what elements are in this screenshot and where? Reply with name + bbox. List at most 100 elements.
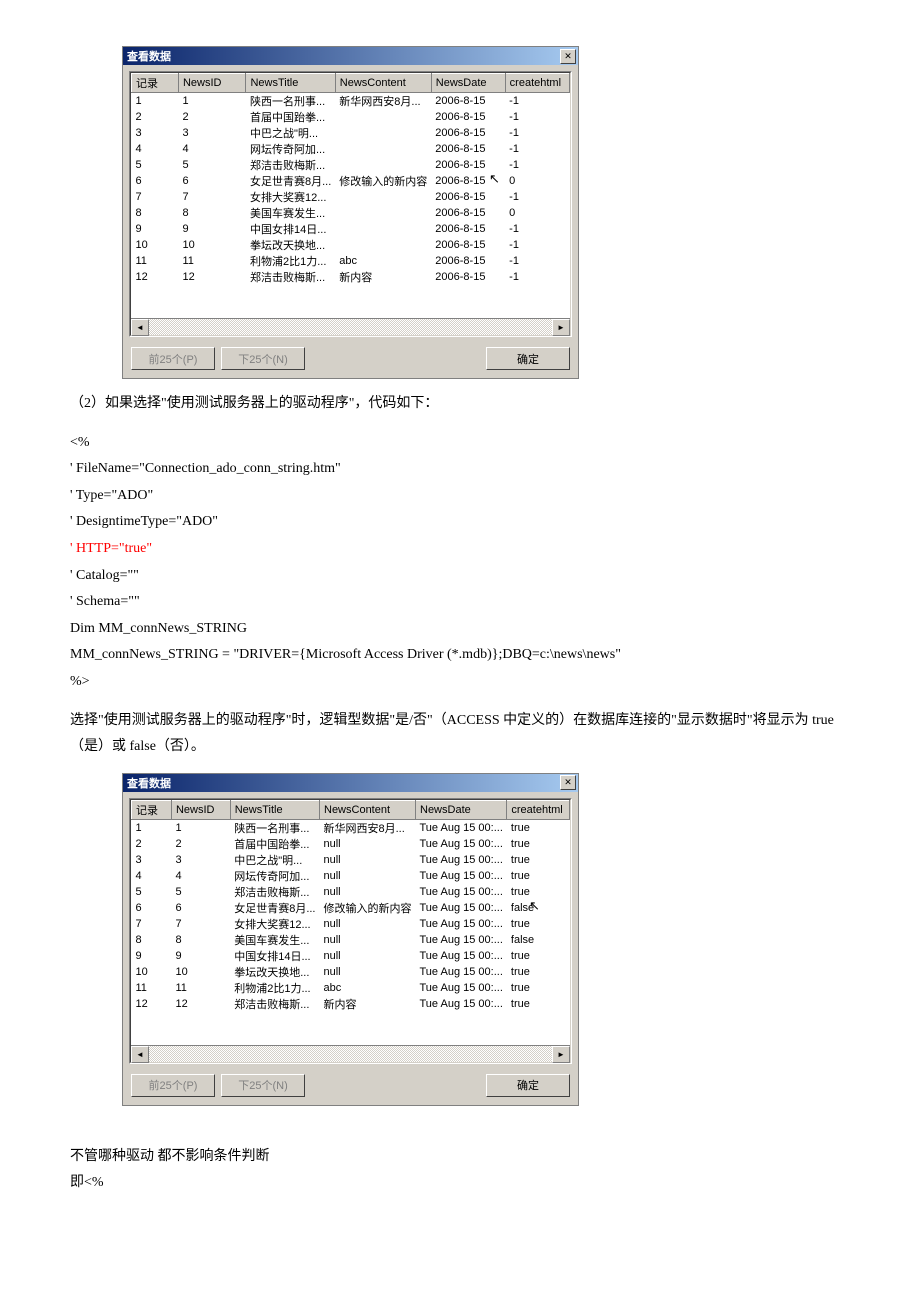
table-cell: 3 (171, 852, 230, 868)
table-cell: -1 (505, 141, 569, 157)
table-row: 66女足世青赛8月...修改输入的新内容Tue Aug 15 00:...fal… (132, 900, 570, 916)
table-cell: 8 (132, 205, 179, 221)
table-cell: 女排大奖赛12... (230, 916, 319, 932)
table-cell: 网坛传奇阿加... (246, 141, 335, 157)
table-cell: true (507, 948, 570, 964)
column-header[interactable]: createhtml (507, 800, 570, 819)
table-cell: 2006-8-15 (431, 109, 505, 125)
code-line: %> (70, 669, 850, 696)
code-line: ' FileName="Connection_ado_conn_string.h… (70, 456, 850, 483)
column-header[interactable]: NewsDate (431, 74, 505, 93)
scroll-right-icon[interactable]: ► (552, 1046, 570, 1063)
column-header[interactable]: NewsID (178, 74, 246, 93)
table-cell: 1 (178, 93, 246, 110)
table-cell: 9 (132, 948, 172, 964)
table-cell: 网坛传奇阿加... (230, 868, 319, 884)
code-line: Dim MM_connNews_STRING (70, 616, 850, 643)
table-cell: 2006-8-15 (431, 253, 505, 269)
table-row: 55郑洁击败梅斯...2006-8-15-1 (132, 157, 570, 173)
table-cell: 郑洁击败梅斯... (246, 157, 335, 173)
table-row: 88美国车赛发生...nullTue Aug 15 00:...false (132, 932, 570, 948)
table-cell: 9 (171, 948, 230, 964)
table-cell: true (507, 868, 570, 884)
close-icon[interactable]: ✕ (560, 49, 576, 64)
table-cell: 4 (132, 868, 172, 884)
table-row: 55郑洁击败梅斯...nullTue Aug 15 00:...true (132, 884, 570, 900)
table-cell: 2006-8-15 (431, 141, 505, 157)
table-cell: null (320, 932, 416, 948)
column-header[interactable]: createhtml (505, 74, 569, 93)
table-cell: 新华网西安8月... (320, 819, 416, 836)
column-header[interactable]: 记录 (132, 800, 172, 819)
table-cell (335, 221, 431, 237)
table-cell (335, 189, 431, 205)
table-cell: true (507, 996, 570, 1012)
table-cell: -1 (505, 157, 569, 173)
scroll-left-icon[interactable]: ◄ (131, 319, 149, 336)
table-cell: Tue Aug 15 00:... (416, 948, 507, 964)
table-cell: null (320, 948, 416, 964)
table-cell: null (320, 884, 416, 900)
table-body: 记录NewsIDNewsTitleNewsContentNewsDatecrea… (131, 73, 570, 318)
table-cell: 3 (132, 125, 179, 141)
table-cell: Tue Aug 15 00:... (416, 916, 507, 932)
table-row: 1010拳坛改天换地...nullTue Aug 15 00:...true (132, 964, 570, 980)
table-cell: 2006-8-15 (431, 157, 505, 173)
table-cell: 2006-8-15 (431, 237, 505, 253)
table-cell: 0 (505, 173, 569, 189)
table-cell: 8 (132, 932, 172, 948)
table-cell: 11 (132, 980, 172, 996)
table-cell (335, 205, 431, 221)
table-cell: null (320, 836, 416, 852)
table-cell: 女排大奖赛12... (246, 189, 335, 205)
table-cell: 2 (132, 109, 179, 125)
table-cell: 拳坛改天换地... (230, 964, 319, 980)
scroll-right-icon[interactable]: ► (552, 319, 570, 336)
table-cell: 12 (132, 996, 172, 1012)
scrollbar-horizontal[interactable]: ◄ ► (131, 1045, 570, 1062)
column-header[interactable]: NewsTitle (230, 800, 319, 819)
scroll-track[interactable] (149, 1046, 552, 1062)
table-row: 77女排大奖赛12...nullTue Aug 15 00:...true (132, 916, 570, 932)
column-header[interactable]: NewsID (171, 800, 230, 819)
scroll-track[interactable] (149, 319, 552, 335)
table-cell: null (320, 868, 416, 884)
table-row: 22首届中国跆拳...2006-8-15-1 (132, 109, 570, 125)
column-header[interactable]: NewsDate (416, 800, 507, 819)
table-cell: 11 (178, 253, 246, 269)
scrollbar-horizontal[interactable]: ◄ ► (131, 318, 570, 335)
ok-button[interactable]: 确定 (486, 1074, 570, 1097)
paragraph: （2）如果选择"使用测试服务器上的驱动程序"，代码如下： (70, 391, 850, 418)
table-cell: 2006-8-15 (431, 125, 505, 141)
scroll-left-icon[interactable]: ◄ (131, 1046, 149, 1063)
close-icon[interactable]: ✕ (560, 775, 576, 790)
column-header[interactable]: NewsContent (335, 74, 431, 93)
table-row: 1111利物浦2比1力...abc2006-8-15-1 (132, 253, 570, 269)
table-cell: 拳坛改天换地... (246, 237, 335, 253)
table-cell: Tue Aug 15 00:... (416, 900, 507, 916)
column-header[interactable]: 记录 (132, 74, 179, 93)
table-cell: 9 (178, 221, 246, 237)
table-cell: 中巴之战"明... (230, 852, 319, 868)
table-cell (335, 237, 431, 253)
table-container: 记录NewsIDNewsTitleNewsContentNewsDatecrea… (129, 798, 572, 1064)
table-row: 88美国车赛发生...2006-8-150 (132, 205, 570, 221)
next-button[interactable]: 下25个(N) (221, 1074, 305, 1097)
column-header[interactable]: NewsContent (320, 800, 416, 819)
table-cell: abc (320, 980, 416, 996)
table-cell: 首届中国跆拳... (246, 109, 335, 125)
prev-button[interactable]: 前25个(P) (131, 1074, 215, 1097)
button-row: 前25个(P) 下25个(N) 确定 (123, 343, 578, 378)
next-button[interactable]: 下25个(N) (221, 347, 305, 370)
table-cell: Tue Aug 15 00:... (416, 868, 507, 884)
table-cell: 1 (132, 819, 172, 836)
table-cell: 12 (132, 269, 179, 285)
table-cell: 10 (171, 964, 230, 980)
table-row: 11陕西一名刑事...新华网西安8月...2006-8-15-1 (132, 93, 570, 110)
titlebar: 查看数据 ✕ (123, 47, 578, 65)
table-cell: 2006-8-15 (431, 221, 505, 237)
table-cell: -1 (505, 109, 569, 125)
prev-button[interactable]: 前25个(P) (131, 347, 215, 370)
column-header[interactable]: NewsTitle (246, 74, 335, 93)
ok-button[interactable]: 确定 (486, 347, 570, 370)
